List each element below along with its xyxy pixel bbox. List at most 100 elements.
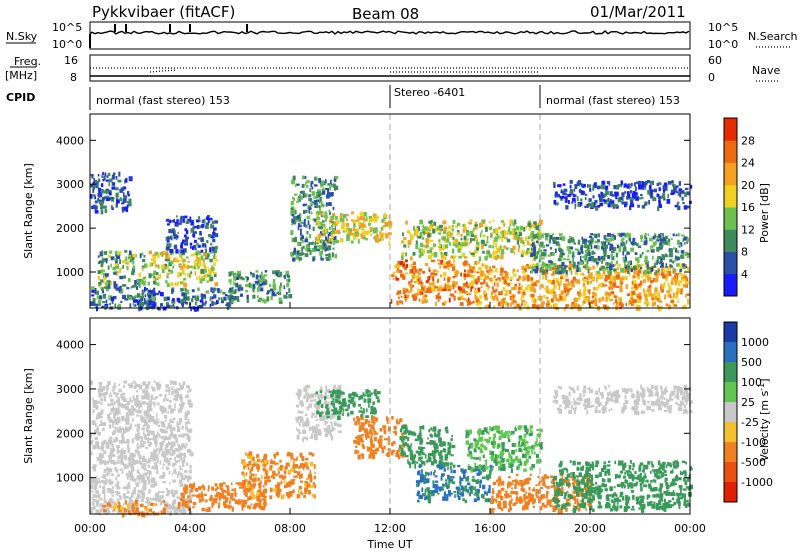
velocity-echo-cell [95, 490, 100, 494]
power-echo-cell [207, 268, 212, 274]
power-echo-cell [407, 240, 412, 245]
power-echo-cell [658, 201, 661, 206]
velocity-echo-cell [285, 482, 290, 486]
power-echo-cell [184, 287, 187, 291]
velocity-echo-cell [148, 415, 153, 419]
power-echo-cell [288, 294, 293, 299]
power-echo-cell [320, 201, 323, 205]
power-echo-cell [261, 298, 265, 303]
power-echo-cell [439, 285, 443, 288]
power-echo-cell [610, 200, 615, 204]
power-echo-cell [657, 294, 661, 300]
power-echo-cell [311, 201, 315, 204]
power-echo-cell [473, 261, 476, 266]
power-echo-cell [474, 279, 478, 284]
power-echo-cell [529, 287, 532, 291]
velocity-echo-cell [304, 465, 308, 468]
power-echo-cell [183, 265, 188, 269]
velocity-echo-cell [91, 501, 94, 506]
power-echo-cell [172, 298, 175, 302]
power-echo-cell [283, 294, 287, 299]
velocity-echo-cell [228, 500, 231, 505]
power-echo-cell [324, 179, 327, 184]
power-echo-cell [513, 228, 516, 232]
power-echo-cell [458, 255, 462, 259]
power-echo-cell [469, 219, 473, 222]
power-echo-cell [126, 294, 131, 300]
power-echo-cell [202, 302, 207, 306]
velocity-echo-cell [92, 397, 94, 402]
velocity-echo-cell [300, 464, 304, 469]
power-echo-cell [673, 268, 677, 273]
power-echo-cell [532, 263, 537, 267]
velocity-echo-cell [124, 426, 127, 430]
power-echo-cell [574, 184, 578, 189]
power-echo-cell [682, 263, 686, 267]
power-echo-cell [112, 266, 116, 271]
power-echo-cell [570, 282, 573, 288]
velocity-echo-cell [320, 386, 323, 389]
velocity-echo-cell [143, 467, 147, 471]
velocity-echo-cell [111, 389, 115, 392]
power-echo-cell [592, 186, 595, 191]
velocity-echo-cell [219, 487, 224, 490]
power-echo-cell [529, 293, 532, 298]
power-echo-cell [572, 251, 575, 256]
power-echo-cell [310, 180, 314, 185]
power-echo-cell [157, 275, 161, 280]
power-echo-cell [451, 228, 454, 232]
velocity-echo-cell [107, 381, 111, 386]
velocity-echo-cell [94, 479, 98, 484]
power-echo-cell [585, 249, 589, 254]
velocity-echo-cell [333, 384, 337, 388]
velocity-echo-cell [250, 503, 253, 506]
power-echo-cell [577, 261, 581, 264]
velocity-echo-cell [333, 414, 336, 419]
power-echo-cell [410, 234, 414, 237]
velocity-echo-cell [129, 501, 133, 505]
power-echo-cell [148, 295, 151, 298]
power-echo-cell [166, 272, 170, 275]
power-echo-cell [488, 277, 493, 282]
power-echo-cell [648, 199, 651, 205]
power-echo-cell [269, 284, 272, 288]
power-echo-cell [316, 245, 319, 248]
power-echo-cell [176, 219, 179, 225]
power-echo-cell [114, 271, 119, 274]
power-echo-cell [418, 298, 421, 302]
velocity-echo-cell [325, 412, 328, 418]
power-echo-cell [570, 238, 574, 243]
power-echo-cell [604, 193, 607, 197]
power-echo-cell [654, 295, 658, 301]
power-echo-cell [664, 240, 669, 245]
power-echo-cell [109, 250, 113, 254]
power-echo-cell [568, 200, 570, 204]
power-echo-cell [633, 280, 637, 284]
power-echo-cell [94, 180, 97, 183]
power-echo-cell [429, 247, 434, 250]
power-echo-cell [668, 241, 671, 247]
velocity-echo-cell [111, 431, 116, 436]
velocity-echo-cell [150, 386, 154, 389]
velocity-echo-cell [115, 476, 118, 481]
velocity-echo-cell [261, 463, 264, 467]
velocity-echo-cell [157, 424, 161, 428]
power-echo-cell [586, 277, 589, 281]
power-echo-cell [132, 296, 136, 300]
velocity-echo-cell [101, 490, 106, 495]
power-echo-cell [418, 254, 422, 258]
power-echo-cell [158, 307, 161, 311]
velocity-echo-cell [129, 453, 134, 458]
velocity-echo-cell [128, 510, 131, 516]
power-echo-cell [254, 281, 258, 284]
power-echo-cell [532, 234, 536, 239]
velocity-echo-cell [138, 455, 142, 460]
power-echo-cell [160, 264, 165, 269]
power-echo-cell [475, 262, 478, 266]
velocity-echo-cell [191, 484, 195, 489]
power-echo-cell [647, 233, 650, 237]
velocity-echo-cell [167, 503, 171, 509]
power-echo-cell [605, 185, 609, 190]
velocity-echo-cell [252, 494, 256, 499]
velocity-echo-cell [153, 449, 155, 453]
